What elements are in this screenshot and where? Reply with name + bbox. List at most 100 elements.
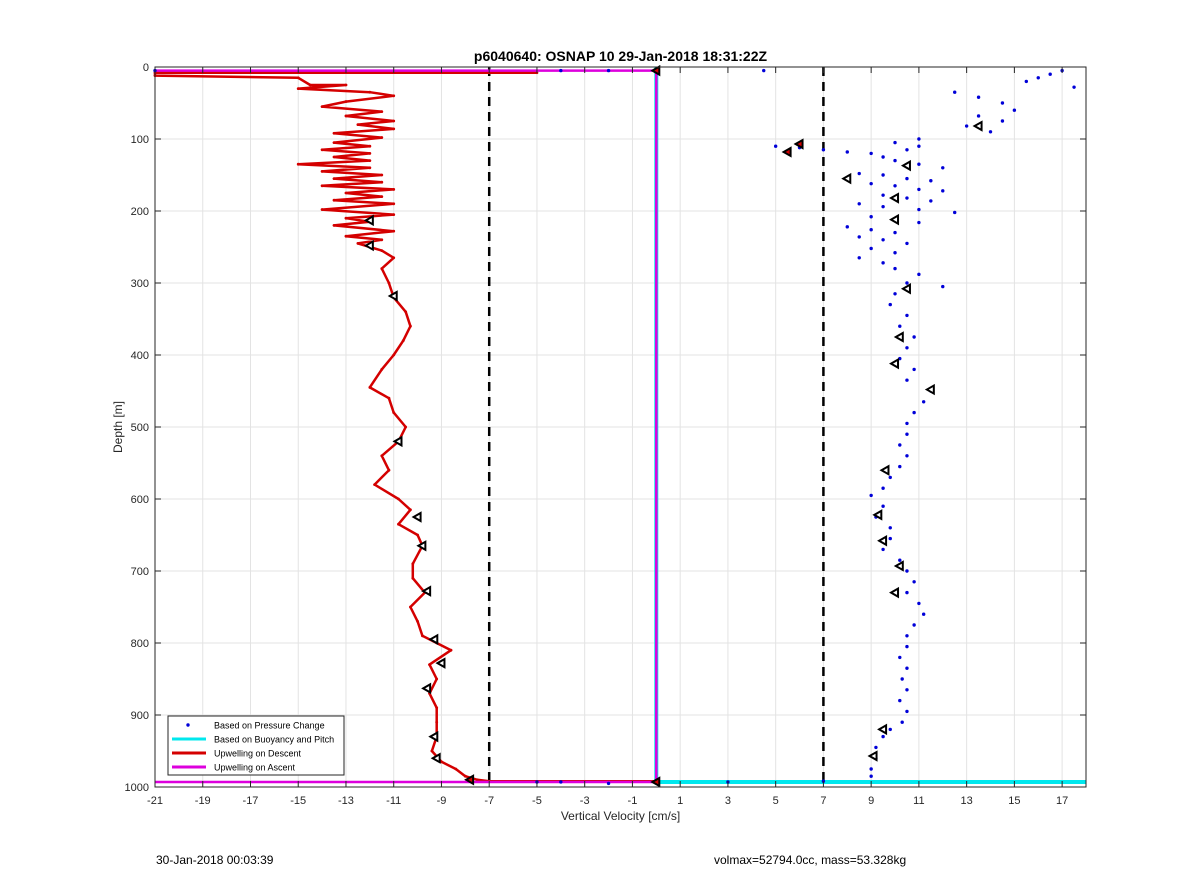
grid-lines <box>154 66 1086 788</box>
y-tick-label: 500 <box>131 422 149 434</box>
descent-point <box>387 281 391 285</box>
legend: Based on Pressure Change Based on Buoyanc… <box>167 715 345 776</box>
x-tick-label: -13 <box>338 795 354 807</box>
pressure-point <box>893 184 897 188</box>
pressure-point <box>893 140 897 145</box>
x-tick-label: -17 <box>243 795 259 807</box>
pressure-point <box>881 734 885 739</box>
pressure-point <box>881 173 885 177</box>
pressure-point <box>881 155 885 159</box>
pressure-point <box>917 220 921 225</box>
descent-point <box>296 162 300 166</box>
y-tick-label: 1000 <box>125 782 149 794</box>
pressure-point <box>921 400 926 404</box>
y-tick-label: 800 <box>131 638 149 650</box>
triangle-marker <box>900 283 911 295</box>
y-axis-ticks: 0 100 200 300 400 500 600 700 800 900 1000 <box>125 62 1086 794</box>
triangle-marker <box>877 535 888 547</box>
descent-point <box>380 110 384 114</box>
descent-point <box>397 522 400 526</box>
legend-label: Based on Pressure Change <box>214 721 325 731</box>
pressure-point <box>881 204 885 209</box>
triangle-marker <box>430 752 441 764</box>
descent-point <box>368 159 372 163</box>
descent-point <box>380 136 384 139</box>
descent-point <box>449 648 453 652</box>
pressure-point <box>929 179 933 183</box>
legend-box <box>167 715 345 776</box>
descent-point <box>332 224 336 227</box>
descent-point <box>380 173 384 177</box>
pressure-point <box>905 688 909 692</box>
x-axis-label: Vertical Velocity [cm/s] <box>561 809 680 823</box>
pressure-point <box>905 454 909 458</box>
pressure-point <box>912 580 916 584</box>
pressure-point <box>1012 108 1017 112</box>
triangle-markers <box>363 64 983 788</box>
pressure-point <box>845 225 849 229</box>
pressure-point <box>941 166 945 170</box>
descent-point <box>368 152 372 155</box>
pressure-point <box>857 202 861 206</box>
descent-point <box>380 195 384 199</box>
pressure-point <box>917 272 921 277</box>
triangle-marker <box>411 511 422 523</box>
pressure-point <box>857 171 861 176</box>
pressure-point <box>881 261 885 265</box>
x-tick-label: 13 <box>961 795 973 807</box>
y-tick-label: 200 <box>131 206 149 218</box>
descent-point <box>392 127 396 131</box>
descent-point <box>392 202 396 206</box>
pressure-point <box>893 266 897 271</box>
descent-point <box>475 778 479 782</box>
descent-point <box>392 353 396 357</box>
descent-point <box>416 620 419 623</box>
descent-point <box>411 576 415 580</box>
triangle-marker <box>435 657 446 669</box>
pressure-point <box>905 432 909 436</box>
descent-point <box>435 677 439 681</box>
descent-point <box>332 141 336 145</box>
descent-point <box>387 468 391 472</box>
descent-point <box>380 368 384 371</box>
pressure-point <box>1000 119 1005 123</box>
descent-point <box>320 170 324 173</box>
triangle-marker <box>972 120 983 132</box>
pressure-point <box>917 601 921 606</box>
pressure-point <box>905 241 909 246</box>
pressure-point <box>905 709 909 714</box>
pressure-point <box>898 443 902 447</box>
x-tick-label: -21 <box>147 795 163 807</box>
pressure-point <box>857 256 861 260</box>
pressure-point <box>900 677 904 681</box>
pressure-point <box>912 367 916 372</box>
pressure-point <box>898 698 902 703</box>
triangle-marker <box>924 383 935 396</box>
legend-swatch <box>186 723 190 727</box>
triangle-marker <box>781 146 792 158</box>
triangle-marker <box>879 464 890 476</box>
pressure-point <box>888 302 892 307</box>
descent-point <box>420 634 424 638</box>
descent-point <box>392 188 396 191</box>
legend-item: Based on Buoyancy and Pitch <box>172 735 334 745</box>
x-tick-label: 9 <box>868 795 874 807</box>
pressure-point <box>917 207 921 212</box>
pressure-point <box>976 95 981 99</box>
triangle-marker <box>421 682 432 695</box>
y-axis-label: Depth [m] <box>111 401 125 453</box>
pressure-point <box>905 281 909 285</box>
pressure-point <box>888 536 892 541</box>
triangle-marker <box>421 585 432 597</box>
triangle-marker <box>900 159 911 172</box>
descent-point <box>320 105 324 108</box>
descent-point <box>368 144 372 148</box>
pressure-point <box>869 151 873 156</box>
triangle-marker <box>877 723 888 736</box>
pressure-point <box>881 238 885 242</box>
x-tick-label: 17 <box>1056 795 1068 807</box>
x-axis-ticks: -21 -19 -17 -15 -13 -11 -9 -7 -5 -3 -1 1 3 5 7 9 11 13 15 1… <box>147 67 1068 807</box>
descent-point <box>380 267 384 270</box>
descent-point <box>344 100 348 103</box>
pressure-point <box>893 230 897 235</box>
